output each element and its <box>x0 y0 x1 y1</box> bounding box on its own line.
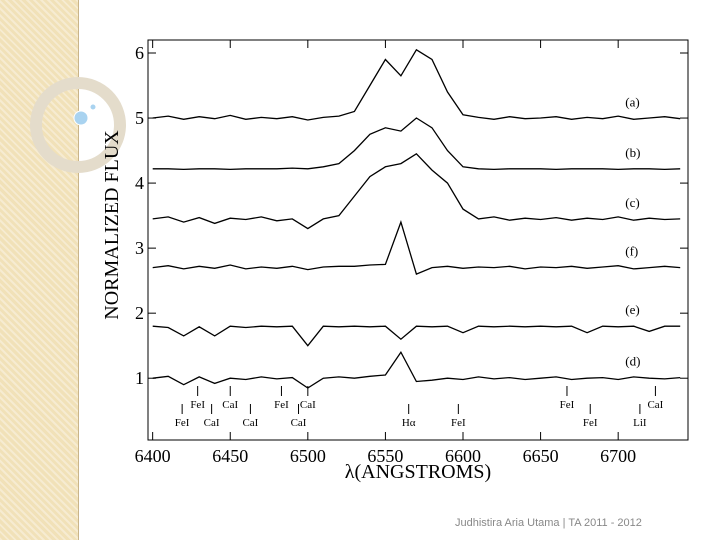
line-id-label: CaI <box>204 417 220 429</box>
series-label: (d) <box>625 354 640 369</box>
x-tick-label: 6600 <box>445 446 481 466</box>
y-axis-label: NORMALIZED FLUX <box>101 130 123 320</box>
line-id-label: LiI <box>633 417 647 429</box>
spectrum-line <box>152 152 681 230</box>
y-tick-label: 1 <box>135 368 144 388</box>
x-tick-label: 6500 <box>290 446 326 466</box>
line-id-label: CaI <box>291 417 307 429</box>
spectrum-line <box>152 325 681 347</box>
series-label: (f) <box>625 244 638 259</box>
line-id-label: CaI <box>242 417 258 429</box>
decor-dot <box>73 110 89 126</box>
line-id-label: FeI <box>560 399 575 411</box>
series-label: (e) <box>625 302 639 317</box>
y-tick-label: 3 <box>135 238 144 258</box>
y-tick-label: 4 <box>135 173 144 193</box>
line-id-label: FeI <box>175 417 190 429</box>
x-axis-label: λ(ANGSTROMS) <box>345 461 491 483</box>
footer: Judhistira Aria Utama | TA 2011 - 2012 <box>455 517 642 529</box>
x-tick-label: 6550 <box>367 446 403 466</box>
spectrum-line <box>152 48 681 121</box>
spectrum-line <box>152 350 681 389</box>
series-label: (c) <box>625 195 639 210</box>
line-id-label: FeI <box>190 399 205 411</box>
x-tick-label: 6400 <box>135 446 171 466</box>
line-id-label: Hα <box>402 417 416 429</box>
series-label: (a) <box>625 95 639 110</box>
x-tick-label: 6650 <box>523 446 559 466</box>
series-label: (b) <box>625 145 640 160</box>
decor-dot <box>89 103 97 111</box>
line-id-label: CaI <box>222 399 238 411</box>
spectrum-line <box>152 117 681 171</box>
y-tick-label: 2 <box>135 303 144 323</box>
line-id-label: FeI <box>583 417 598 429</box>
line-id-label: CaI <box>647 399 663 411</box>
line-id-label: CaI <box>300 399 316 411</box>
decor-ring <box>30 77 126 173</box>
y-tick-label: 5 <box>135 108 144 128</box>
x-tick-label: 6700 <box>600 446 636 466</box>
x-tick-label: 6450 <box>212 446 248 466</box>
y-tick-label: 6 <box>135 43 144 63</box>
spectrum-line <box>152 220 681 275</box>
plot-frame <box>147 39 689 441</box>
line-id-label: FeI <box>451 417 466 429</box>
line-id-label: FeI <box>274 399 289 411</box>
